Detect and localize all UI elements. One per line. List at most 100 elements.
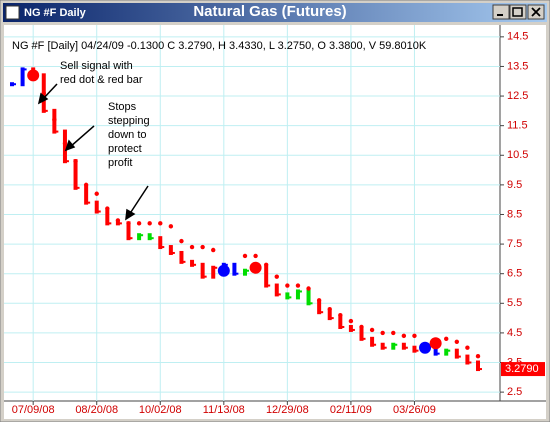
signal-dot: [419, 341, 432, 354]
stop-dot: [306, 286, 311, 291]
stop-dot: [391, 330, 396, 336]
x-tick-label: 11/13/08: [203, 404, 245, 416]
stop-dot: [211, 247, 216, 253]
price-bar: [401, 342, 406, 350]
price-bar: [370, 336, 375, 347]
stop-dot: [168, 224, 174, 229]
price-bar: [158, 236, 163, 250]
price-bar: [348, 324, 353, 332]
annotation: red dot & red bar: [60, 74, 143, 86]
window-icon[interactable]: [5, 5, 20, 20]
price-bar: [126, 221, 131, 241]
stop-dot: [62, 141, 68, 146]
price-bar: [285, 292, 290, 300]
stop-dot: [327, 307, 332, 312]
stop-dot: [83, 182, 89, 188]
annotation: Stops: [108, 101, 137, 113]
price-bar: [200, 262, 205, 279]
price-bar: [232, 262, 237, 276]
stop-dot: [444, 336, 449, 342]
window-caption: NG #F Daily: [24, 7, 87, 19]
signal-dot: [249, 261, 262, 274]
price-bar: [327, 310, 332, 321]
stop-dot: [158, 221, 163, 226]
x-tick-label: 08/20/08: [75, 404, 118, 416]
stop-dot: [147, 221, 152, 226]
price-bar: [84, 185, 89, 205]
y-tick-label: 10.5: [507, 149, 528, 161]
price-bar: [94, 200, 99, 214]
y-tick-label: 2.5: [507, 386, 522, 398]
price-bar: [444, 348, 449, 356]
stop-dot: [242, 253, 248, 259]
price-bar: [391, 342, 396, 350]
arrow-head: [37, 92, 49, 105]
price-bar: [359, 327, 364, 341]
stop-dot: [465, 345, 470, 350]
plot-background: [4, 25, 546, 401]
stop-dot: [380, 330, 385, 336]
annotation: Sell signal with: [60, 60, 133, 72]
arrow-head: [125, 208, 136, 221]
price-bar: [465, 354, 470, 365]
marks: [10, 67, 482, 372]
stop-dot: [189, 244, 195, 250]
annotation: down to: [108, 129, 147, 141]
stop-dot: [94, 191, 99, 196]
close-glyph: [531, 7, 541, 17]
price-bar: [317, 301, 322, 315]
title-bar: [3, 3, 547, 22]
stop-dot: [338, 312, 343, 318]
stop-dot: [115, 218, 121, 223]
y-tick-label: 9.5: [507, 179, 522, 191]
stop-dot: [285, 283, 290, 288]
arrows: [37, 83, 149, 221]
x-tick-label: 02/11/09: [330, 404, 372, 416]
price-bar: [243, 268, 247, 276]
arrow-head: [64, 139, 76, 152]
x-axis-band: [4, 401, 546, 419]
grid: [4, 25, 504, 405]
annotations: 2.53.54.55.56.57.58.59.510.511.512.513.5…: [12, 31, 545, 416]
window-buttons: [492, 4, 545, 20]
annotation: protect: [108, 143, 142, 155]
price-bar: [137, 233, 142, 241]
stop-dot: [412, 333, 417, 339]
stop-dot: [52, 117, 57, 122]
price-bar: [295, 289, 300, 300]
x-tick-label: 12/29/08: [266, 404, 309, 416]
maximize-glyph: [512, 7, 523, 17]
price-bar: [380, 342, 385, 350]
x-tick-label: 03/26/09: [393, 404, 436, 416]
price-bar: [338, 316, 343, 329]
stop-dot: [274, 274, 279, 279]
price-bar: [73, 159, 78, 190]
annotation: profit: [108, 157, 132, 169]
price-bar: [62, 129, 67, 164]
x-tick-label: 10/02/08: [139, 404, 182, 416]
stop-dot: [126, 221, 131, 226]
y-tick-label: 12.5: [507, 90, 528, 102]
y-tick-label: 13.5: [507, 60, 528, 72]
y-tick-label: 14.5: [507, 31, 528, 43]
price-bar: [412, 345, 417, 353]
price-bar: [168, 245, 173, 255]
y-tick-label: 11.5: [507, 120, 528, 132]
stop-dot: [348, 318, 354, 324]
stop-dot: [475, 354, 481, 359]
minimize-button[interactable]: [492, 4, 510, 20]
price-bar: [433, 348, 438, 356]
stop-dot: [295, 283, 301, 288]
price-bar: [306, 289, 311, 306]
signal-dot: [27, 69, 40, 82]
chart-header: NG #F [Daily] 04/24/09 -0.1300 C 3.2790,…: [12, 40, 427, 52]
stop-dot: [253, 253, 258, 259]
price-bar: [211, 265, 216, 279]
stop-dot: [454, 339, 460, 344]
y-tick-label: 8.5: [507, 208, 522, 220]
price-bar: [147, 233, 152, 241]
price-bar: [179, 250, 184, 264]
stop-dot: [369, 327, 375, 333]
stop-dot: [263, 262, 269, 268]
